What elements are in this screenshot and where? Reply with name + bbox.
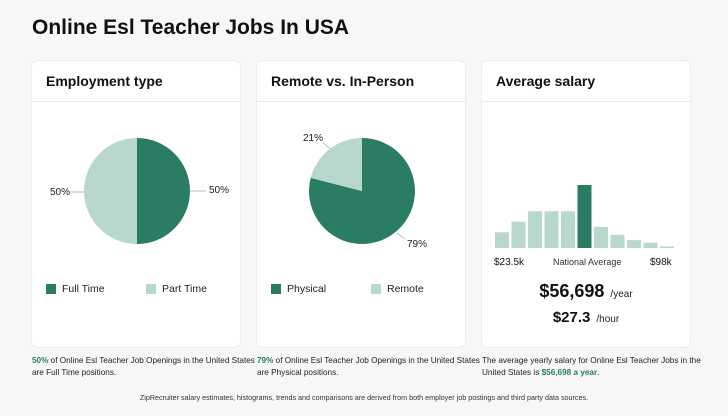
full-time-pct-label: 50% <box>209 185 230 196</box>
pie-slice-full-time <box>137 138 190 244</box>
salary-histogram <box>495 185 674 248</box>
hourly-salary-unit: /hour <box>596 314 620 325</box>
leader-line <box>322 142 332 150</box>
employment-description: 50% of Online Esl Teacher Job Openings i… <box>32 355 258 379</box>
remote-title: Remote vs. In-Person <box>271 73 415 89</box>
remote-description-text: of Online Esl Teacher Job Openings in th… <box>257 356 480 377</box>
salary-description-highlight: $56,698 a year <box>541 368 598 377</box>
histogram-bar <box>561 211 575 248</box>
leader-line <box>396 232 406 240</box>
employment-type-card: Employment type 50% 50% Full Time Part T… <box>32 61 240 347</box>
remote-pct-label: 21% <box>303 133 324 144</box>
salary-title: Average salary <box>496 73 596 89</box>
physical-pct-label: 79% <box>407 239 428 250</box>
histogram-bar <box>495 232 509 248</box>
employment-description-highlight: 50% <box>32 356 49 365</box>
full-time-swatch <box>46 284 56 294</box>
legend-label-part-time: Part Time <box>162 283 207 295</box>
footer-disclaimer: ZipRecruiter salary estimates, histogram… <box>139 393 589 402</box>
histogram-bar <box>544 211 559 248</box>
remote-description: 79% of Online Esl Teacher Job Openings i… <box>257 355 483 379</box>
card-divider <box>482 101 690 102</box>
histogram-bar <box>528 211 542 248</box>
remote-description-highlight: 79% <box>257 356 274 365</box>
salary-min-label: $23.5k <box>494 257 525 268</box>
hourly-salary-value: $27.3 <box>552 309 591 326</box>
remote-swatch <box>371 284 381 294</box>
salary-description-end: . <box>597 368 600 377</box>
remote-pie-chart <box>309 138 415 244</box>
card-divider <box>257 101 465 102</box>
histogram-bar <box>643 242 658 248</box>
salary-description-text: The average yearly salary for Online Esl… <box>482 356 701 377</box>
histogram-bar <box>610 234 625 248</box>
histogram-bar <box>660 246 674 248</box>
salary-max-label: $98k <box>650 257 672 268</box>
yearly-salary-unit: /year <box>610 289 633 300</box>
employment-type-title: Employment type <box>46 73 163 89</box>
page-title: Online Esl Teacher Jobs In USA <box>32 16 350 39</box>
histogram-bar-national-average <box>577 185 592 248</box>
part-time-swatch <box>146 284 156 294</box>
legend-label-remote: Remote <box>387 283 424 295</box>
legend-label-physical: Physical <box>287 283 327 295</box>
hourly-salary: $27.3/hour <box>482 309 690 327</box>
salary-description: The average yearly salary for Online Esl… <box>482 355 708 379</box>
histogram-bar <box>511 221 526 248</box>
part-time-pct-label: 50% <box>50 187 71 198</box>
national-average-label: National Average <box>553 257 622 267</box>
yearly-salary-value: $56,698 <box>539 281 605 301</box>
remote-card: Remote vs. In-Person 21% 79% Physical Re… <box>257 61 465 347</box>
employment-pie-chart <box>70 138 206 244</box>
yearly-salary: $56,698/year <box>482 281 690 302</box>
physical-swatch <box>271 284 281 294</box>
card-divider <box>32 101 240 102</box>
pie-slice-part-time <box>84 138 137 244</box>
legend-item-remote: Remote <box>371 283 424 295</box>
pie-slice-remote <box>310 138 362 191</box>
salary-card: Average salary $23.5k National Average $… <box>482 61 690 347</box>
legend-item-physical: Physical <box>271 283 326 295</box>
legend-item-part-time: Part Time <box>146 283 207 295</box>
employment-description-text: of Online Esl Teacher Job Openings in th… <box>32 356 255 377</box>
legend-item-full-time: Full Time <box>46 283 105 295</box>
legend-label-full-time: Full Time <box>62 283 105 295</box>
histogram-bar <box>627 240 641 248</box>
histogram-bar <box>594 227 608 248</box>
